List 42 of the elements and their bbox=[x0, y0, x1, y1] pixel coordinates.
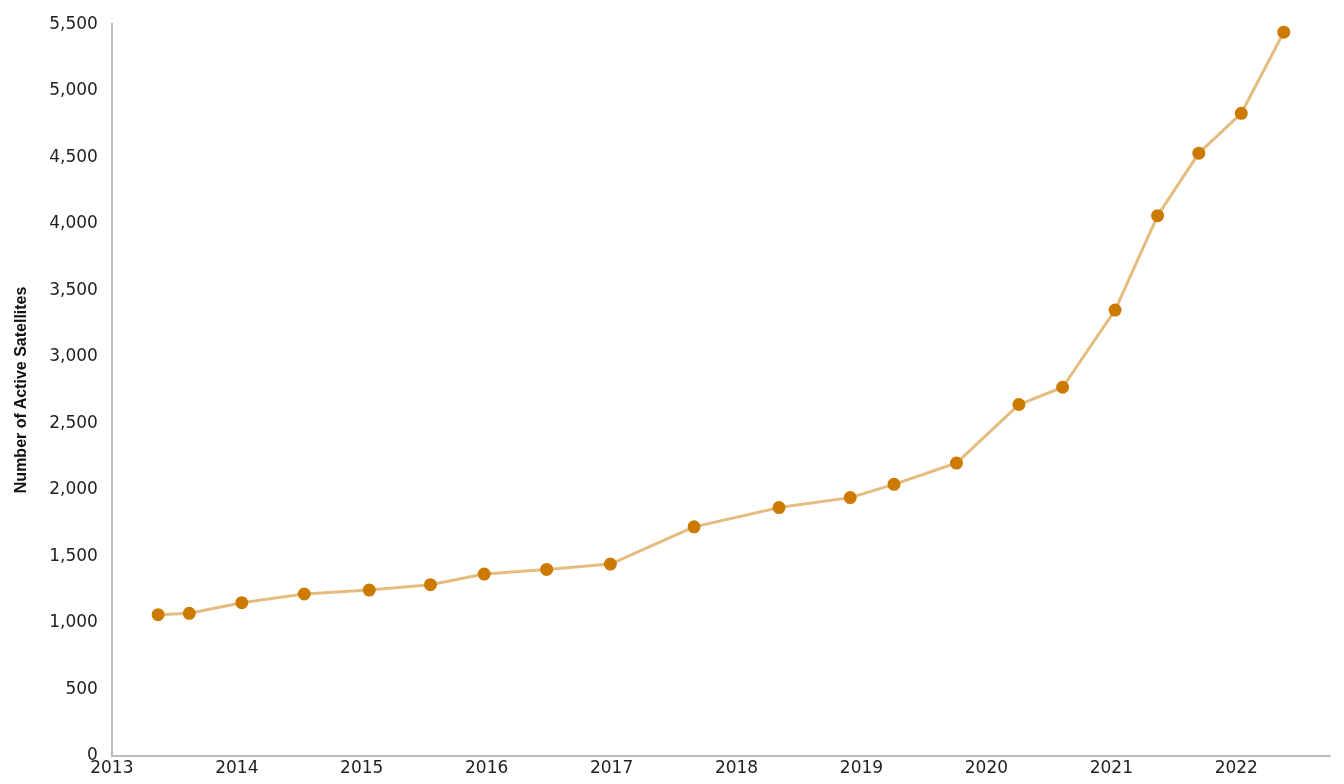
point bbox=[1234, 106, 1248, 120]
x-tick-label: 2019 bbox=[839, 757, 884, 778]
point bbox=[1056, 380, 1070, 394]
point bbox=[151, 608, 165, 622]
x-tick-label: 2022 bbox=[1214, 757, 1258, 778]
point bbox=[477, 567, 491, 581]
point bbox=[949, 456, 963, 470]
point bbox=[235, 596, 249, 610]
y-tick-label: 2,500 bbox=[49, 411, 98, 432]
x-tick-label: 2014 bbox=[215, 757, 259, 778]
point bbox=[540, 562, 554, 576]
point bbox=[1151, 209, 1165, 223]
y-tick-label: 5,500 bbox=[49, 12, 98, 33]
point bbox=[1012, 398, 1026, 412]
point bbox=[687, 520, 701, 534]
point bbox=[772, 501, 786, 515]
y-tick-label: 5,000 bbox=[49, 79, 98, 100]
y-tick-label: 3,000 bbox=[49, 345, 98, 366]
point bbox=[887, 477, 901, 491]
x-tick-label: 2015 bbox=[340, 757, 384, 778]
y-tick-label: 500 bbox=[65, 677, 98, 698]
y-axis-title: Number of Active Satellites bbox=[12, 286, 30, 494]
y-tick-label: 4,000 bbox=[49, 212, 98, 233]
x-tick-label: 2020 bbox=[964, 757, 1009, 778]
point bbox=[423, 578, 437, 592]
point bbox=[182, 606, 196, 620]
x-tick-label: 2018 bbox=[714, 757, 759, 778]
point bbox=[603, 557, 617, 571]
y-tick-label: 2,000 bbox=[49, 478, 98, 499]
point bbox=[1192, 146, 1206, 160]
y-tick-label: 3,500 bbox=[49, 278, 98, 299]
point bbox=[297, 587, 311, 601]
point bbox=[1277, 25, 1291, 39]
point bbox=[843, 491, 857, 505]
x-tick-label: 2021 bbox=[1089, 757, 1133, 778]
x-tick-label: 2017 bbox=[589, 757, 634, 778]
y-tick-label: 1,000 bbox=[49, 611, 98, 632]
x-tick-label: 2016 bbox=[465, 757, 509, 778]
y-tick-label: 1,500 bbox=[49, 544, 98, 565]
point bbox=[362, 583, 376, 597]
y-tick-label: 4,500 bbox=[49, 145, 98, 166]
point bbox=[1108, 303, 1122, 317]
